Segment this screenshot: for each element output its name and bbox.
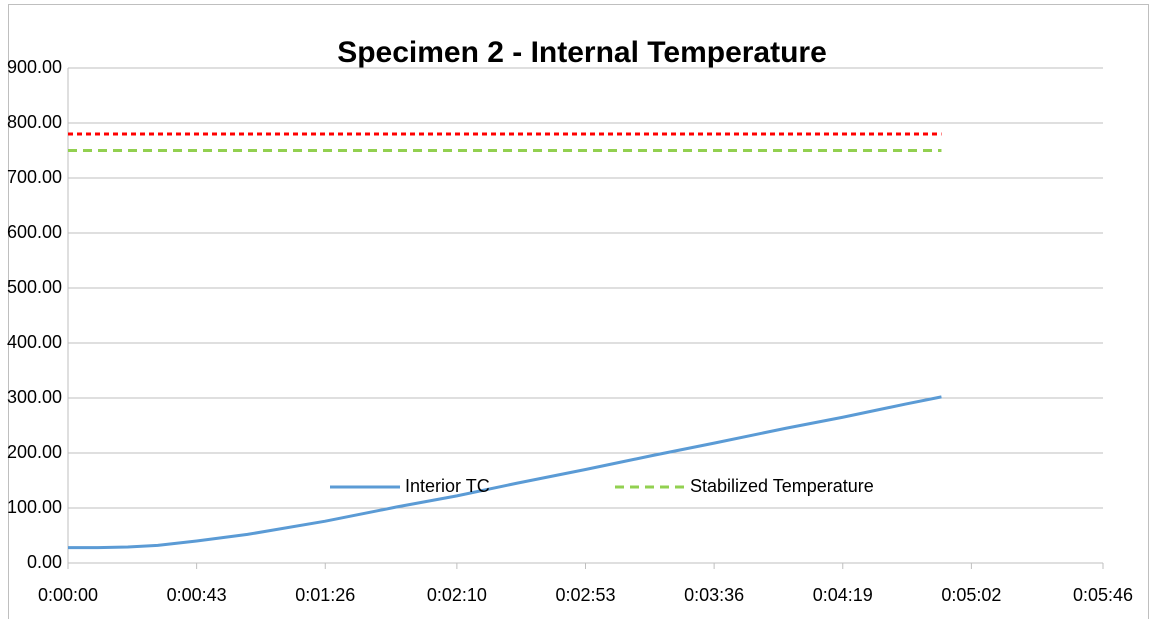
series-line	[68, 395, 942, 550]
legend-label: Stabilized Temperature	[690, 476, 874, 496]
x-tick-label: 0:00:00	[38, 585, 98, 605]
x-tick-label: 0:03:36	[684, 585, 744, 605]
x-tick-label: 0:05:02	[941, 585, 1001, 605]
y-tick-label: 700.00	[7, 167, 62, 187]
y-tick-label: 400.00	[7, 332, 62, 352]
y-tick-label: 100.00	[7, 497, 62, 517]
y-tick-label: 200.00	[7, 442, 62, 462]
x-tick-label: 0:02:10	[427, 585, 487, 605]
y-tick-label: 600.00	[7, 222, 62, 242]
x-tick-label: 0:00:43	[167, 585, 227, 605]
x-tick-label: 0:04:19	[813, 585, 873, 605]
legend-label: Interior TC	[405, 476, 490, 496]
y-tick-label: 900.00	[7, 57, 62, 77]
y-tick-label: 300.00	[7, 387, 62, 407]
x-tick-label: 0:05:46	[1073, 585, 1133, 605]
y-tick-label: 800.00	[7, 112, 62, 132]
y-tick-label: 500.00	[7, 277, 62, 297]
chart-title: Specimen 2 - Internal Temperature	[337, 36, 827, 69]
x-tick-label: 0:01:26	[295, 585, 355, 605]
y-tick-label: 0.00	[27, 552, 62, 572]
chart-frame	[8, 4, 1149, 619]
x-tick-label: 0:02:53	[555, 585, 615, 605]
